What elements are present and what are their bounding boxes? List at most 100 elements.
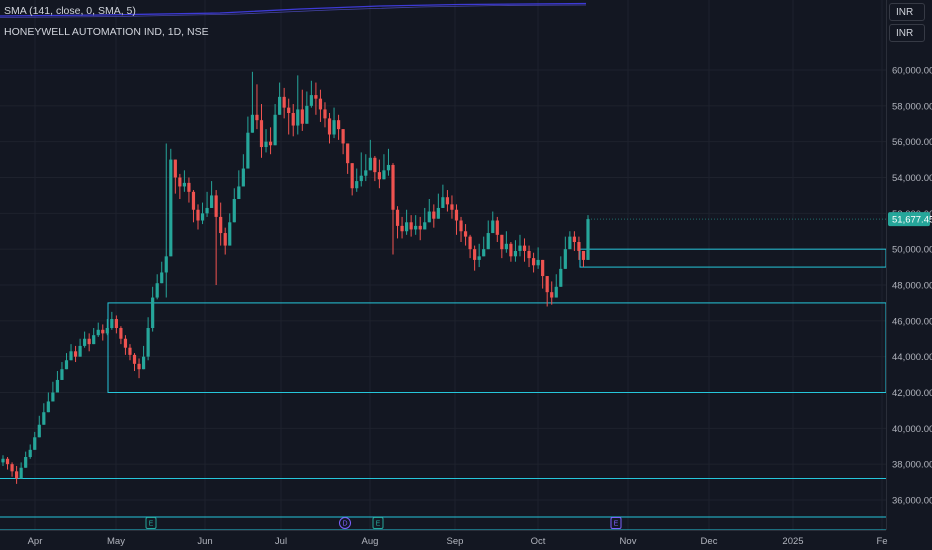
candle-body (128, 347, 132, 355)
candle-body (87, 338, 91, 345)
candle-body (196, 209, 200, 221)
candle-body (309, 95, 313, 106)
x-tick-label: 2025 (782, 536, 803, 547)
candle-body (10, 464, 14, 472)
candle-body (509, 243, 513, 257)
currency-button-top[interactable]: INR (889, 3, 925, 21)
candle-body (228, 222, 232, 246)
horizontal-levels-layer (0, 248, 887, 531)
candle-body (554, 286, 558, 298)
sma-band-line (0, 4, 587, 18)
price-axis[interactable]: 36,000.00 38,000.00 40,000.00 42,000.00 44,0… (886, 0, 932, 530)
time-axis[interactable]: Apr May Jun Jul Aug Sep Oct Nov Dec 2025 Fe (0, 530, 888, 548)
candle-body (246, 132, 250, 169)
candle-body (160, 272, 164, 284)
candle-body (241, 168, 245, 187)
candle-body (83, 338, 87, 346)
candle-body (513, 250, 518, 257)
y-tick-label: 36,000.00 (892, 496, 932, 507)
candle-body (491, 220, 495, 234)
candle-body (382, 170, 386, 180)
candle-body (200, 213, 205, 221)
x-tick-label: May (107, 536, 125, 547)
dividend-event-icon (339, 517, 351, 529)
candle-body (268, 141, 273, 146)
candle-body (450, 204, 454, 210)
candle-body (123, 338, 128, 348)
y-tick-label: 42,000.00 (892, 388, 932, 399)
y-tick-label: 50,000.00 (892, 245, 932, 256)
y-tick-label: 54,000.00 (892, 173, 932, 184)
candle-body (332, 120, 336, 135)
currency-button-bottom[interactable]: INR (889, 24, 925, 42)
candle-body (282, 96, 286, 108)
candle-body (1, 458, 5, 463)
candle-body (418, 225, 422, 230)
candle-body (463, 231, 468, 237)
candle-body (477, 256, 481, 260)
candle-body (568, 236, 572, 250)
symbol-title[interactable]: HONEYWELL AUTOMATION IND, 1D, NSE (4, 26, 209, 38)
candle-body (141, 356, 146, 370)
candle-body (214, 195, 218, 217)
candle-body (327, 118, 332, 135)
candle-body (187, 182, 191, 192)
candle-body (504, 243, 508, 250)
demand-zone-box (107, 302, 887, 393)
x-tick-label: Jun (197, 536, 212, 547)
event-marker-label: E (376, 521, 381, 528)
candle-body (164, 256, 168, 273)
candle-body (441, 197, 445, 208)
candle-body (482, 249, 486, 257)
x-tick-label: Aug (362, 536, 379, 547)
y-tick-label: 60,000.00 (892, 66, 932, 77)
candle-body (191, 191, 196, 210)
event-marker-label: E (149, 521, 154, 528)
indicator-label[interactable]: SMA (141, close, 0, SMA, 5) (4, 5, 136, 17)
candle-body (473, 249, 477, 260)
y-tick-label: 44,000.00 (892, 352, 932, 363)
candle-body (432, 211, 436, 219)
candle-body (60, 369, 64, 380)
candle-body (92, 335, 96, 345)
candle-body (563, 249, 567, 269)
candle-body (287, 107, 291, 113)
y-tick-label: 48,000.00 (892, 281, 932, 292)
candle-body (28, 449, 32, 457)
x-tick-label: Nov (620, 536, 637, 547)
candle-body (110, 319, 114, 328)
candle-body (259, 120, 264, 148)
candle-body (305, 105, 309, 124)
y-tick-label: 58,000.00 (892, 101, 932, 112)
candle-body (291, 113, 295, 126)
candle-body (368, 157, 372, 171)
candle-body (536, 259, 540, 266)
candle-body (300, 109, 304, 124)
candle-body (414, 225, 418, 230)
candle-body (500, 234, 504, 250)
earnings-event-icon (372, 517, 384, 529)
y-tick-label: 56,000.00 (892, 137, 932, 148)
x-tick-label: Dec (701, 536, 718, 547)
candle-body (223, 233, 227, 246)
candle-body (527, 250, 531, 259)
recent-zone-box (579, 248, 887, 268)
candle-body (518, 245, 522, 251)
candle-body (577, 242, 581, 251)
candle-body (572, 236, 576, 242)
candle-body (78, 345, 82, 357)
y-tick-label: 38,000.00 (892, 460, 932, 471)
candle-body (445, 197, 450, 205)
candle-body (341, 129, 345, 144)
candle-body (114, 319, 118, 328)
candle-body (182, 182, 186, 187)
chart-grid (0, 0, 886, 530)
candle-body (323, 109, 327, 119)
candle-body (264, 141, 268, 148)
candle-body (273, 114, 277, 146)
x-tick-label: Jul (275, 536, 287, 547)
candle-body (278, 96, 282, 115)
candle-body (314, 95, 318, 99)
candle-body (550, 292, 554, 298)
